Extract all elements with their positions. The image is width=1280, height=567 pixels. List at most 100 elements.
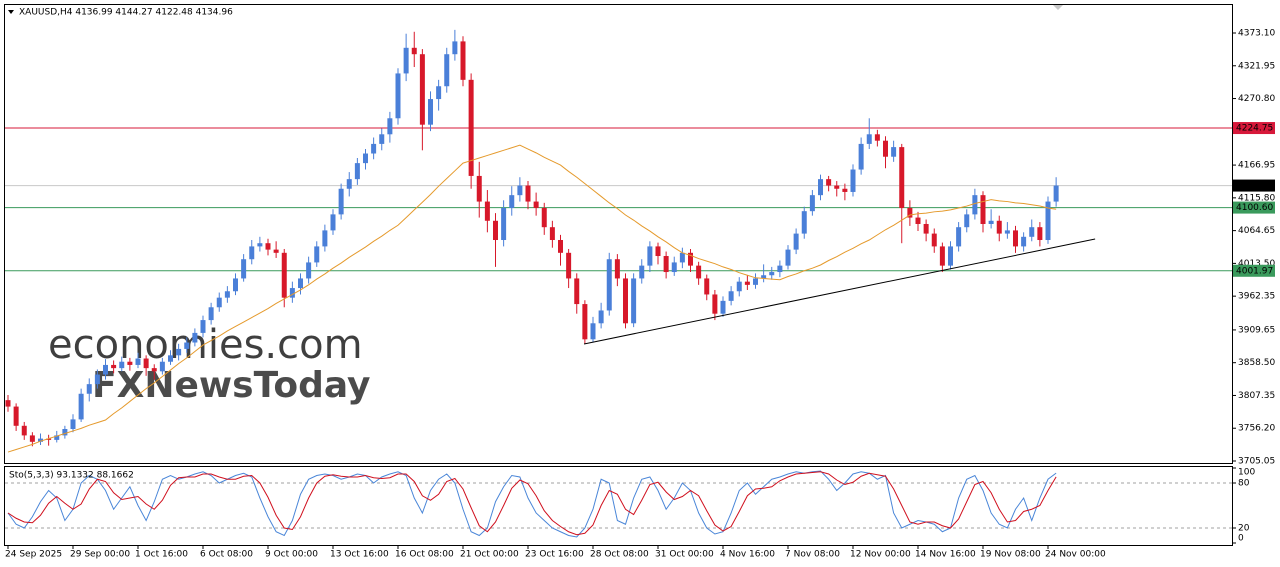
x-tick-label: 14 Nov 16:00 — [915, 550, 976, 560]
level-label: 4224.75 — [1236, 124, 1273, 134]
candle-body — [111, 364, 117, 369]
candle-body — [923, 223, 929, 234]
indicator-tick-label: 0 — [1238, 534, 1244, 544]
candle-body — [444, 54, 450, 87]
candle-body — [801, 211, 807, 234]
candle-body — [736, 281, 742, 292]
y-tick-label: 4373.10 — [1238, 29, 1275, 39]
candle-body — [720, 300, 726, 314]
candle-body — [338, 188, 344, 215]
candle-body — [639, 265, 645, 279]
level-label: 4134.96 — [1236, 181, 1273, 191]
candle-body — [899, 147, 905, 208]
candle-body — [785, 249, 791, 266]
candle-body — [663, 256, 669, 273]
candle-body — [1004, 230, 1010, 234]
collapse-icon — [8, 10, 14, 14]
candle-body — [517, 185, 523, 196]
level-label: 4001.97 — [1236, 266, 1273, 276]
y-tick-label: 3909.65 — [1238, 325, 1275, 335]
candle-body — [484, 201, 490, 221]
stochastic-line — [7, 470, 1057, 538]
candle-body — [761, 275, 767, 279]
candle-body — [176, 348, 182, 356]
candle-body — [769, 272, 775, 276]
candle-body — [436, 86, 442, 100]
candle-body — [289, 288, 295, 298]
candle-body — [143, 358, 149, 369]
trendline — [583, 238, 1096, 345]
candle-body — [1045, 201, 1051, 241]
candle-body — [655, 246, 661, 257]
candle-body — [850, 169, 856, 192]
candle-body — [533, 201, 539, 208]
candle-body — [363, 153, 368, 164]
candle-body — [298, 278, 303, 289]
candle-body — [777, 265, 783, 273]
indicator-tick-label: 100 — [1238, 468, 1255, 478]
candle-body — [964, 214, 970, 228]
y-tick-label: 4013.50 — [1238, 259, 1275, 269]
candle-body — [265, 243, 271, 250]
candle-body — [696, 265, 702, 279]
candle-body — [314, 246, 320, 263]
x-tick-label: 28 Oct 08:00 — [590, 550, 649, 560]
candle-body — [671, 262, 677, 273]
candle-body — [151, 368, 157, 372]
candle-body — [184, 342, 190, 349]
x-tick-label: 4 Nov 16:00 — [720, 550, 775, 560]
indicator-tick-label: 20 — [1238, 524, 1250, 534]
candle-body — [5, 400, 11, 407]
candle-body — [395, 73, 401, 119]
stochastic-line — [7, 471, 1057, 536]
y-tick-label: 3962.35 — [1238, 292, 1275, 302]
candle-body — [1029, 227, 1035, 237]
candle-body — [549, 227, 555, 241]
candle-body — [249, 246, 255, 260]
candle-body — [972, 195, 978, 215]
x-tick-label: 21 Oct 00:00 — [460, 550, 519, 560]
candle-body — [354, 163, 360, 180]
candle-body — [379, 134, 385, 144]
x-tick-label: 6 Oct 08:00 — [200, 550, 253, 560]
y-tick-label: 4115.80 — [1238, 193, 1275, 203]
candle-body — [403, 47, 409, 74]
candle-body — [452, 41, 458, 55]
candle-body — [493, 220, 498, 241]
level-label-box — [1233, 179, 1275, 192]
candle-body — [371, 143, 377, 154]
candle-body — [411, 47, 417, 55]
candle-body — [224, 291, 230, 298]
candle-body — [257, 243, 263, 247]
candle-body — [809, 195, 815, 212]
candle-body — [988, 220, 994, 224]
x-tick-label: 24 Sep 2025 — [5, 550, 62, 560]
candle-body — [46, 438, 52, 440]
y-tick-label: 3705.05 — [1238, 457, 1275, 467]
x-tick-label: 31 Oct 00:00 — [655, 550, 714, 560]
candle-body — [818, 179, 823, 196]
level-label-box — [1233, 264, 1275, 277]
candle-body — [688, 252, 693, 266]
candle-body — [70, 419, 76, 429]
indicator-title: Sto(5,3,3) 93.1332 88.1662 — [9, 471, 134, 481]
candle-body — [13, 406, 19, 426]
candle-body — [419, 54, 425, 125]
level-label-box — [1233, 122, 1275, 135]
candle-body — [119, 361, 125, 369]
candle-body — [753, 278, 758, 285]
candle-body — [566, 252, 572, 279]
candle-body — [54, 435, 60, 440]
candle-body — [208, 307, 214, 321]
level-label-box — [1233, 201, 1275, 214]
sub-panel — [4, 466, 1233, 546]
x-tick-label: 1 Oct 16:00 — [135, 550, 188, 560]
candle-body — [931, 233, 937, 247]
candle-body — [346, 179, 352, 189]
candle-body — [322, 230, 328, 247]
candle-body — [1037, 227, 1043, 241]
moving-average — [7, 144, 1057, 453]
candle-body — [679, 252, 685, 263]
